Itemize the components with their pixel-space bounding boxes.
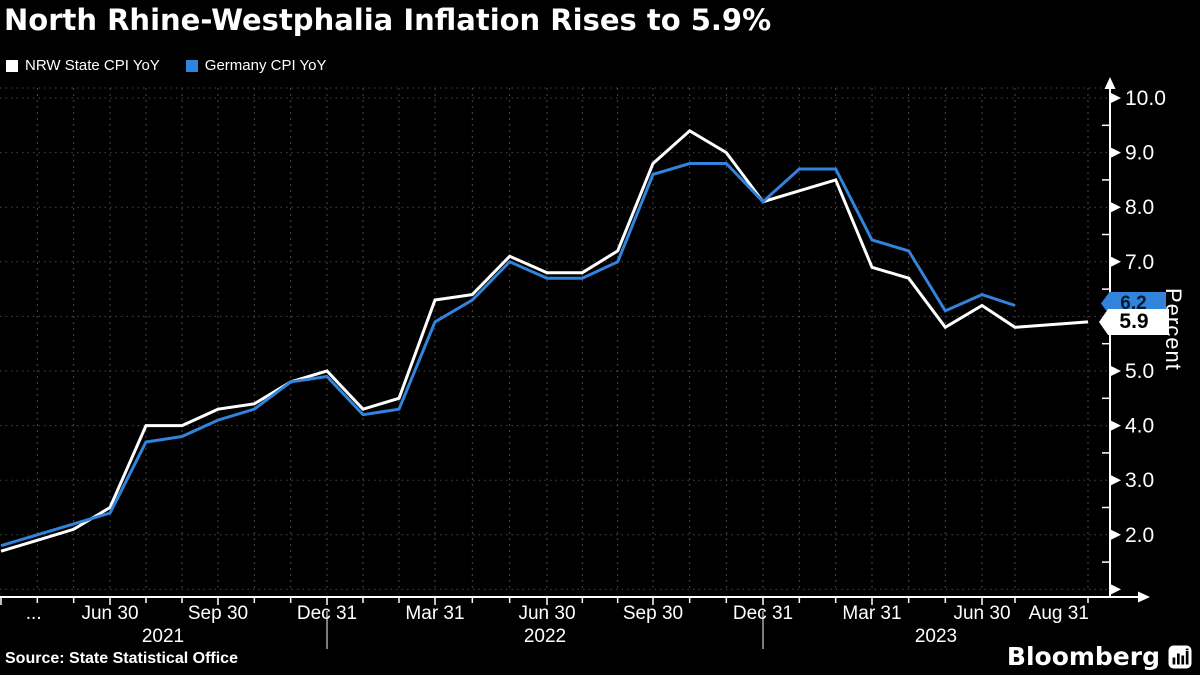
legend-label-nrw: NRW State CPI YoY: [25, 57, 160, 74]
y-major-tick: [1110, 92, 1121, 104]
legend-item-germany: Germany CPI YoY: [185, 57, 327, 74]
y-tick-label: 7.0: [1125, 251, 1154, 274]
germany-last-value: 6.2: [1120, 292, 1147, 314]
series-line-germany-cpi-yoy: [0, 162, 1016, 548]
y-major-tick: [1110, 201, 1121, 213]
x-axis-arrow-icon: [1138, 591, 1150, 603]
y-major-tick: [1110, 147, 1121, 159]
x-tick-label: Dec 31: [733, 603, 793, 624]
nrw-last-value: 5.9: [1119, 310, 1149, 333]
chart-legend: NRW State CPI YoY Germany CPI YoY: [6, 57, 327, 74]
y-major-tick: [1110, 365, 1121, 377]
x-tick-label: Dec 31: [297, 603, 357, 624]
y-tick-label: 3.0: [1125, 469, 1154, 492]
source-attribution: Source: State Statistical Office: [5, 650, 238, 667]
x-tick-label: Mar 31: [405, 603, 464, 624]
y-tick-label: 4.0: [1125, 415, 1154, 438]
y-tick-label: 5.0: [1125, 360, 1154, 383]
bloomberg-logo: Bloomberg: [1007, 642, 1192, 671]
x-tick-label: Sep 30: [188, 603, 248, 624]
year-label: 2023: [915, 626, 957, 647]
x-tick-label: Mar 31: [842, 603, 901, 624]
y-major-tick: [1110, 420, 1121, 432]
bloomberg-icon: [1168, 645, 1192, 668]
y-major-tick: [1110, 529, 1121, 541]
y-major-tick: [1110, 256, 1121, 268]
bloomberg-wordmark: Bloomberg: [1006, 642, 1160, 671]
nrw-last-value-badge: 5.9: [1099, 309, 1169, 335]
legend-label-germany: Germany CPI YoY: [204, 57, 327, 74]
y-major-tick: [1110, 474, 1121, 486]
y-tick-label: 8.0: [1125, 196, 1154, 219]
germany-series-swatch-icon: [185, 59, 198, 72]
legend-item-nrw: NRW State CPI YoY: [6, 57, 160, 74]
x-tick-label: Jun 30: [518, 603, 575, 624]
year-label: 2021: [142, 626, 184, 647]
nrw-series-swatch-icon: [6, 59, 18, 72]
year-label: 2022: [524, 626, 566, 647]
y-tick-label: 10.0: [1125, 87, 1166, 110]
y-major-tick: [1110, 583, 1121, 595]
y-axis-arrow-icon: [1104, 77, 1116, 89]
series-line-nrw-state-cpi-yoy: [0, 128, 1089, 553]
y-tick-label: 2.0: [1125, 524, 1154, 547]
x-tick-label: Jun 30: [81, 603, 138, 624]
page-title: North Rhine-Westphalia Inflation Rises t…: [4, 3, 772, 37]
x-tick-label: Sep 30: [623, 603, 683, 624]
x-tick-label: ...: [26, 603, 42, 624]
x-tick-label: Jun 30: [953, 603, 1010, 624]
y-tick-label: 9.0: [1125, 142, 1154, 165]
x-tick-label: Aug 31: [1029, 603, 1089, 624]
